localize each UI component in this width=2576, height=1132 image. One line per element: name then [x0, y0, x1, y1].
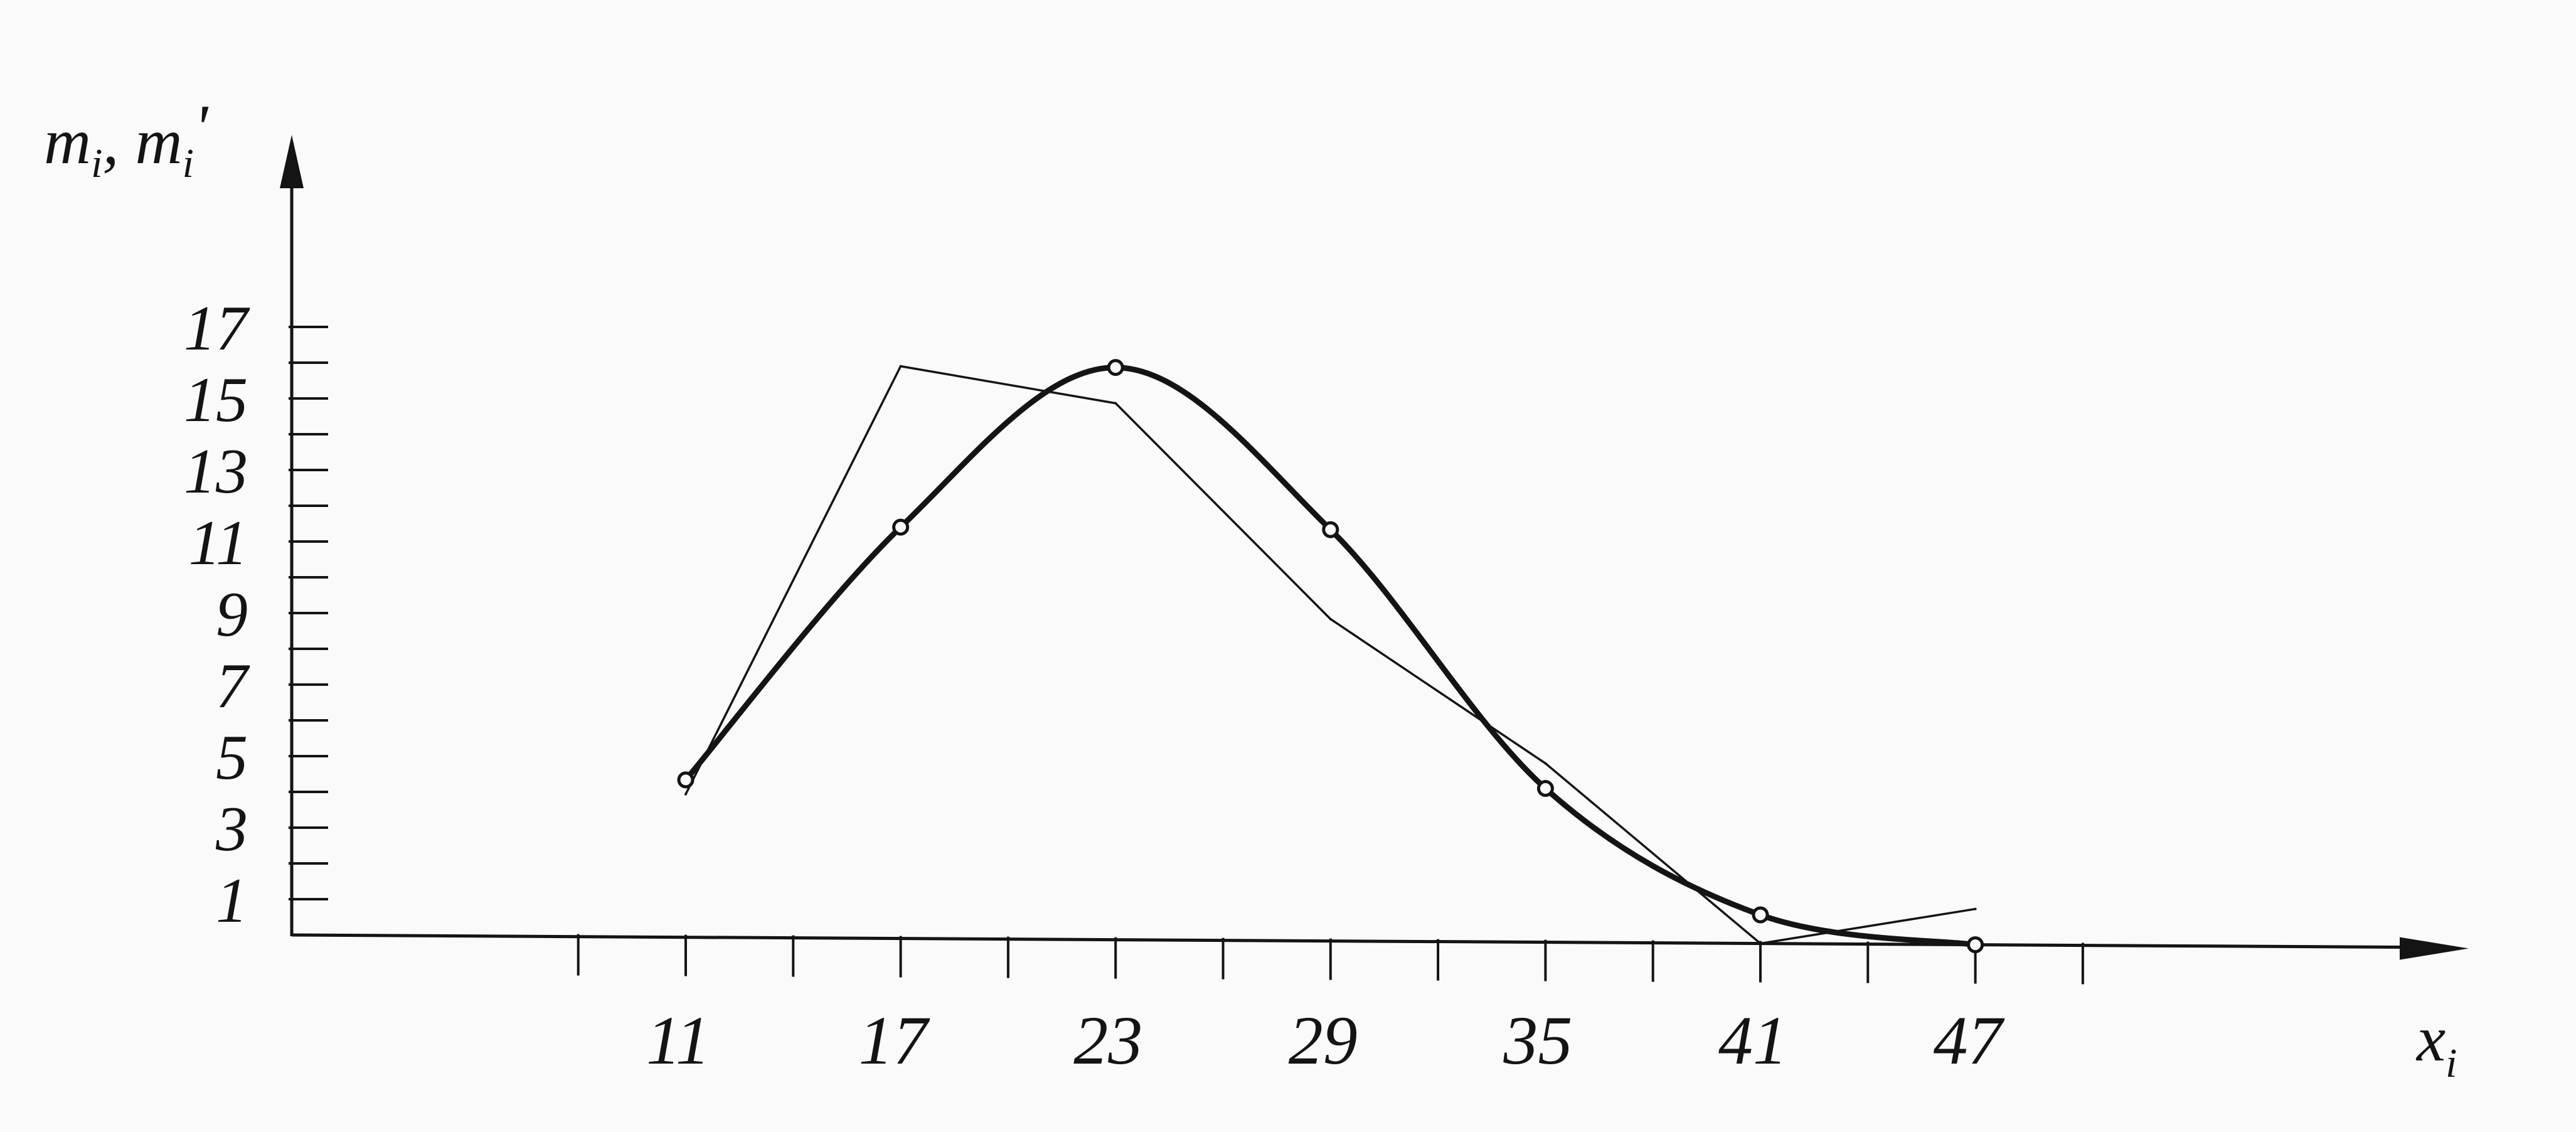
- x-axis-label-sub: i: [2446, 1040, 2457, 1086]
- y-tick-label: 11: [189, 508, 248, 579]
- x-tick-label: 23: [1073, 1002, 1142, 1079]
- x-axis-label: xi: [2415, 1003, 2457, 1086]
- empirical-point-17: [899, 365, 902, 368]
- x-tick-label: 35: [1503, 1002, 1572, 1079]
- y-tick-label: 7: [216, 651, 250, 722]
- y-tick-label: 3: [215, 794, 248, 865]
- empirical-point-11: [684, 793, 687, 796]
- theoretical-point-29: [1322, 521, 1339, 538]
- theoretical-point-11: [677, 771, 695, 789]
- theoretical-point-23: [1107, 359, 1124, 376]
- x-tick-label: 41: [1718, 1002, 1787, 1079]
- y-axis-label-sep: , m: [102, 105, 182, 178]
- y-axis-arrowhead: [280, 135, 304, 188]
- x-axis-arrowhead: [2400, 937, 2469, 960]
- y-tick-label: 17: [184, 293, 250, 364]
- y-tick-label: 1: [216, 865, 248, 936]
- empirical-point-47: [1974, 907, 1977, 910]
- x-axis-label-x: x: [2415, 1003, 2446, 1075]
- series: [677, 359, 1984, 954]
- theoretical-point-47: [1967, 936, 1984, 954]
- axes: [280, 135, 2469, 960]
- empirical-point-29: [1329, 617, 1332, 621]
- theoretical-point-41: [1752, 906, 1769, 924]
- y-tick-label: 15: [184, 365, 248, 435]
- x-tick-label: 11: [646, 1002, 710, 1079]
- theoretical-point-17: [892, 518, 910, 536]
- y-axis-label-prime: ': [194, 92, 209, 164]
- x-axis-line: [291, 933, 2407, 949]
- y-axis-label-m1: m: [44, 105, 91, 178]
- theoretical-point-35: [1536, 779, 1554, 797]
- x-tick-label: 17: [859, 1002, 930, 1079]
- y-axis-label-sub1: i: [91, 141, 102, 186]
- empirical-point-23: [1114, 402, 1117, 405]
- theoretical-curve-line: [683, 365, 1979, 948]
- y-tick-label: 13: [184, 436, 248, 507]
- y-axis-label: mi, mi': [44, 92, 209, 186]
- x-tick-label: 29: [1289, 1002, 1358, 1079]
- empirical-polygon-line: [684, 365, 1976, 945]
- y-tick-label: 5: [216, 722, 248, 793]
- empirical-point-35: [1544, 762, 1547, 765]
- y-tick-label: 9: [216, 579, 248, 650]
- empirical-point-41: [1759, 942, 1762, 945]
- y-axis-label-sub2: i: [183, 141, 194, 186]
- x-tick-label: 47: [1934, 1002, 2005, 1079]
